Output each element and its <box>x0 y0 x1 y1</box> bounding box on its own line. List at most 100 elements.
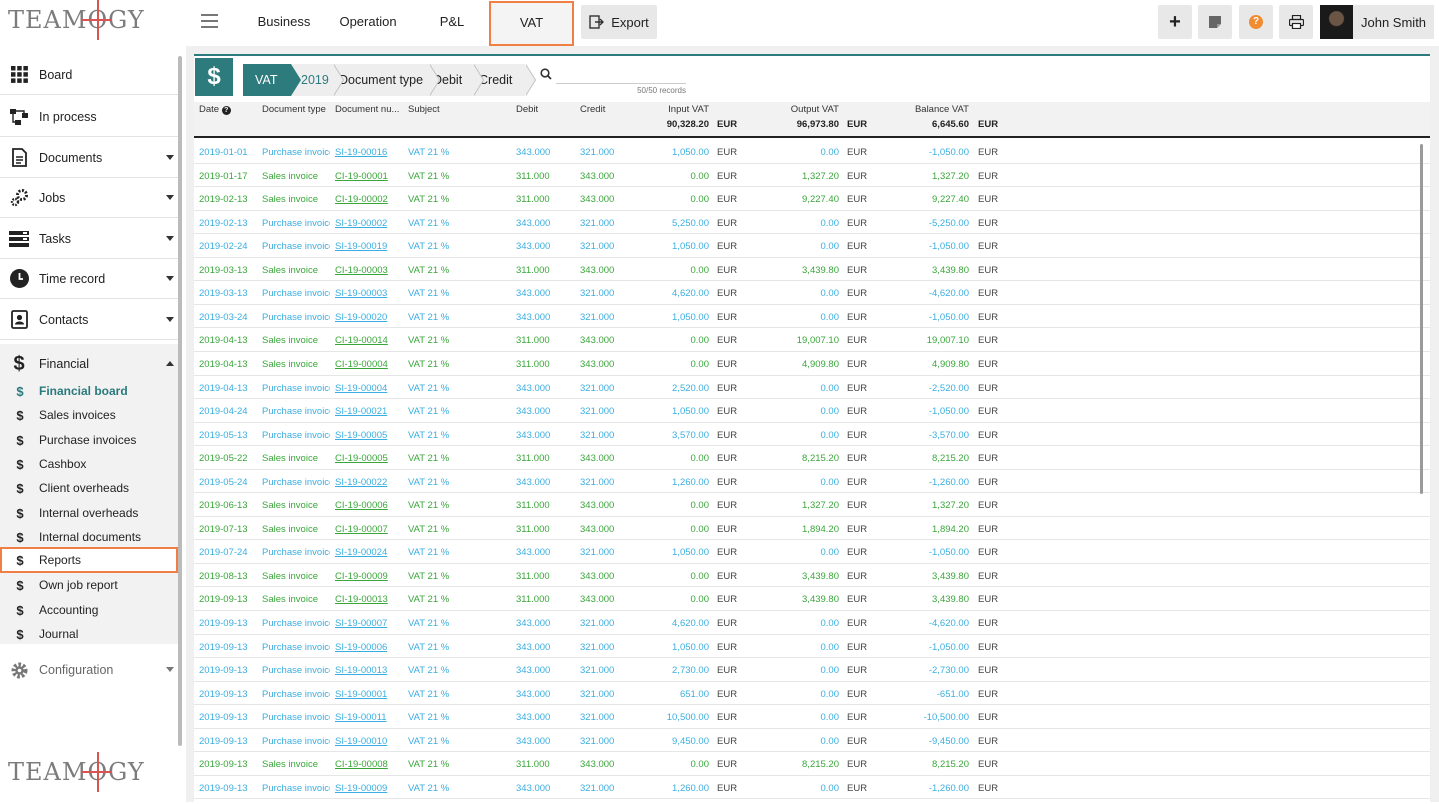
column-header-debit[interactable]: Debit <box>516 104 539 115</box>
cell-document-number[interactable]: SI-19-00022 <box>335 476 388 488</box>
cell-document-number[interactable]: SI-19-00016 <box>335 147 388 158</box>
cell-document-number[interactable]: SI-19-00024 <box>335 547 388 559</box>
sidebar-item-contacts[interactable]: Contacts <box>0 300 178 340</box>
table-row[interactable]: 2019-03-13 Sales invoice CI-19-00003 VAT 21… <box>194 258 1430 282</box>
sidebar-sub-own-job-report[interactable]: $ Own job report <box>0 573 178 597</box>
teamogy-logo[interactable]: TEAMOGY <box>8 6 145 34</box>
sidebar-item-jobs[interactable]: Jobs <box>0 178 178 218</box>
cell-document-number[interactable]: CI-19-00007 <box>335 523 388 535</box>
sidebar-item-documents[interactable]: Documents <box>0 138 178 178</box>
sidebar-sub-accounting[interactable]: $ Accounting <box>0 598 178 622</box>
cell-document-number[interactable]: CI-19-00001 <box>335 170 388 182</box>
cell-document-number[interactable]: CI-19-00013 <box>335 594 388 606</box>
cell-document-number[interactable]: CI-19-00014 <box>335 335 388 347</box>
column-header-document-type[interactable]: Document type <box>262 104 326 115</box>
table-row[interactable]: 2019-09-13 Purchase invoice SI-19-00007 VAT… <box>194 611 1430 635</box>
cell-document-number[interactable]: CI-19-00004 <box>335 358 388 370</box>
table-row[interactable]: 2019-04-13 Sales invoice CI-19-00004 VAT 21… <box>194 352 1430 376</box>
help-icon[interactable]: ? <box>221 106 231 115</box>
table-row[interactable]: 2019-03-13 Purchase invoice SI-19-00003 VAT… <box>194 281 1430 305</box>
cell-document-number[interactable]: SI-19-00001 <box>335 688 388 700</box>
table-row[interactable]: 2019-07-13 Sales invoice CI-19-00007 VAT 21… <box>194 517 1430 541</box>
cell-document-number[interactable]: CI-19-00002 <box>335 194 388 206</box>
table-row[interactable]: 2019-09-13 Purchase invoice SI-19-00013 VAT… <box>194 658 1430 682</box>
breadcrumb-vat[interactable]: VAT <box>243 64 301 96</box>
table-row[interactable]: 2019-01-17 Sales invoice CI-19-00001 VAT 21… <box>194 164 1430 188</box>
table-row[interactable]: 2019-04-24 Purchase invoice SI-19-00021 VAT… <box>194 399 1430 423</box>
cell-document-number[interactable]: SI-19-00002 <box>335 217 388 229</box>
cell-document-number[interactable]: SI-19-00006 <box>335 641 388 653</box>
sidebar-sub-financial-board[interactable]: $ Financial board <box>0 379 178 403</box>
table-row[interactable]: 2019-09-13 Sales invoice CI-19-00008 VAT 21… <box>194 752 1430 776</box>
cell-document-number[interactable]: SI-19-00004 <box>335 382 388 394</box>
tab-operation[interactable]: Operation <box>339 14 397 29</box>
tab-pl[interactable]: P&L <box>439 14 465 29</box>
table-row[interactable]: 2019-09-13 Purchase invoice SI-19-00011 VAT… <box>194 705 1430 729</box>
cell-document-number[interactable]: SI-19-00009 <box>335 782 388 794</box>
sidebar-item-financial[interactable]: $ Financial <box>0 344 178 384</box>
table-row[interactable]: 2019-06-13 Sales invoice CI-19-00006 VAT 21… <box>194 493 1430 517</box>
cell-document-number[interactable]: SI-19-00011 <box>335 712 387 724</box>
cell-document-number[interactable]: CI-19-00003 <box>335 264 388 276</box>
table-row[interactable]: 2019-03-24 Purchase invoice SI-19-00020 VAT… <box>194 305 1430 329</box>
sidebar-sub-internal-documents[interactable]: $ Internal documents <box>0 525 178 549</box>
sidebar-scrollbar[interactable] <box>178 56 182 746</box>
export-button[interactable]: Export <box>581 5 657 39</box>
sidebar-sub-purchase-invoices[interactable]: $ Purchase invoices <box>0 428 178 452</box>
column-header-date[interactable]: Date ? <box>199 104 231 115</box>
table-row[interactable]: 2019-07-24 Purchase invoice SI-19-00024 VAT… <box>194 540 1430 564</box>
sidebar-sub-reports[interactable]: $ Reports <box>0 547 178 573</box>
print-button[interactable] <box>1279 5 1313 39</box>
cell-document-number[interactable]: SI-19-00021 <box>335 406 388 418</box>
table-row[interactable]: 2019-01-01 Purchase invoice SI-19-00016 VAT… <box>194 140 1430 164</box>
search-input[interactable] <box>556 66 686 84</box>
hamburger-menu-icon[interactable] <box>201 14 218 28</box>
table-row[interactable]: 2019-05-24 Purchase invoice SI-19-00022 VAT… <box>194 470 1430 494</box>
table-row[interactable]: 2019-04-13 Purchase invoice SI-19-00004 VAT… <box>194 376 1430 400</box>
table-row[interactable]: 2019-05-22 Sales invoice CI-19-00005 VAT 21… <box>194 446 1430 470</box>
sidebar-sub-client-overheads[interactable]: $ Client overheads <box>0 476 178 500</box>
cell-document-number[interactable]: CI-19-00005 <box>335 453 388 465</box>
sidebar-item-board[interactable]: Board <box>0 55 178 95</box>
user-menu[interactable]: John Smith <box>1320 5 1434 39</box>
column-header-balance-vat[interactable]: Balance VAT <box>914 104 969 115</box>
column-header-output-vat[interactable]: Output VAT <box>790 104 839 115</box>
tab-vat[interactable]: VAT <box>489 1 574 46</box>
sidebar-sub-internal-overheads[interactable]: $ Internal overheads <box>0 501 178 525</box>
cell-document-number[interactable]: CI-19-00009 <box>335 570 388 582</box>
table-row[interactable]: 2019-09-13 Purchase invoice SI-19-00006 VAT… <box>194 635 1430 659</box>
sidebar-item-configuration[interactable]: Configuration <box>0 650 178 690</box>
table-row[interactable]: 2019-09-13 Purchase invoice SI-19-00009 VAT… <box>194 776 1430 800</box>
column-header-input-vat[interactable]: Input VAT <box>668 104 709 115</box>
column-header-subject[interactable]: Subject <box>408 104 440 115</box>
sidebar-sub-cashbox[interactable]: $ Cashbox <box>0 452 178 476</box>
table-row[interactable]: 2019-02-13 Sales invoice CI-19-00002 VAT 21… <box>194 187 1430 211</box>
cell-document-number[interactable]: SI-19-00005 <box>335 429 388 441</box>
notes-button[interactable] <box>1198 5 1232 39</box>
cell-document-number[interactable]: CI-19-00006 <box>335 500 388 512</box>
column-header-credit[interactable]: Credit <box>580 104 606 115</box>
cell-document-number[interactable]: SI-19-00010 <box>335 735 388 747</box>
cell-document-number[interactable]: SI-19-00003 <box>335 288 388 300</box>
table-row[interactable]: 2019-04-13 Sales invoice CI-19-00014 VAT 21… <box>194 328 1430 352</box>
sidebar-item-time-record[interactable]: Time record <box>0 259 178 299</box>
add-button[interactable]: + <box>1158 5 1192 39</box>
breadcrumb-document-type[interactable]: Document type <box>333 64 440 96</box>
table-row[interactable]: 2019-02-13 Purchase invoice SI-19-00002 VAT… <box>194 211 1430 235</box>
table-row[interactable]: 2019-09-13 Sales invoice CI-19-00013 VAT 21… <box>194 587 1430 612</box>
table-row[interactable]: 2019-09-13 Purchase invoice SI-19-00001 VAT… <box>194 682 1430 706</box>
cell-document-number[interactable]: SI-19-00020 <box>335 311 388 323</box>
cell-document-number[interactable]: SI-19-00007 <box>335 618 388 629</box>
table-row[interactable]: 2019-05-13 Purchase invoice SI-19-00005 VAT… <box>194 423 1430 447</box>
sidebar-sub-journal[interactable]: $ Journal <box>0 622 178 646</box>
cell-document-number[interactable]: CI-19-00008 <box>335 759 388 771</box>
sidebar-item-tasks[interactable]: Tasks <box>0 219 178 259</box>
help-button[interactable]: ? <box>1239 5 1273 39</box>
sidebar-sub-sales-invoices[interactable]: $ Sales invoices <box>0 403 178 427</box>
table-row[interactable]: 2019-02-24 Purchase invoice SI-19-00019 VAT… <box>194 234 1430 258</box>
table-row[interactable]: 2019-08-13 Sales invoice CI-19-00009 VAT 21… <box>194 564 1430 588</box>
cell-document-number[interactable]: SI-19-00013 <box>335 665 388 677</box>
tab-business[interactable]: Business <box>257 14 311 29</box>
table-scrollbar[interactable] <box>1420 144 1423 494</box>
table-row[interactable]: 2019-09-13 Purchase invoice SI-19-00010 VAT… <box>194 729 1430 753</box>
